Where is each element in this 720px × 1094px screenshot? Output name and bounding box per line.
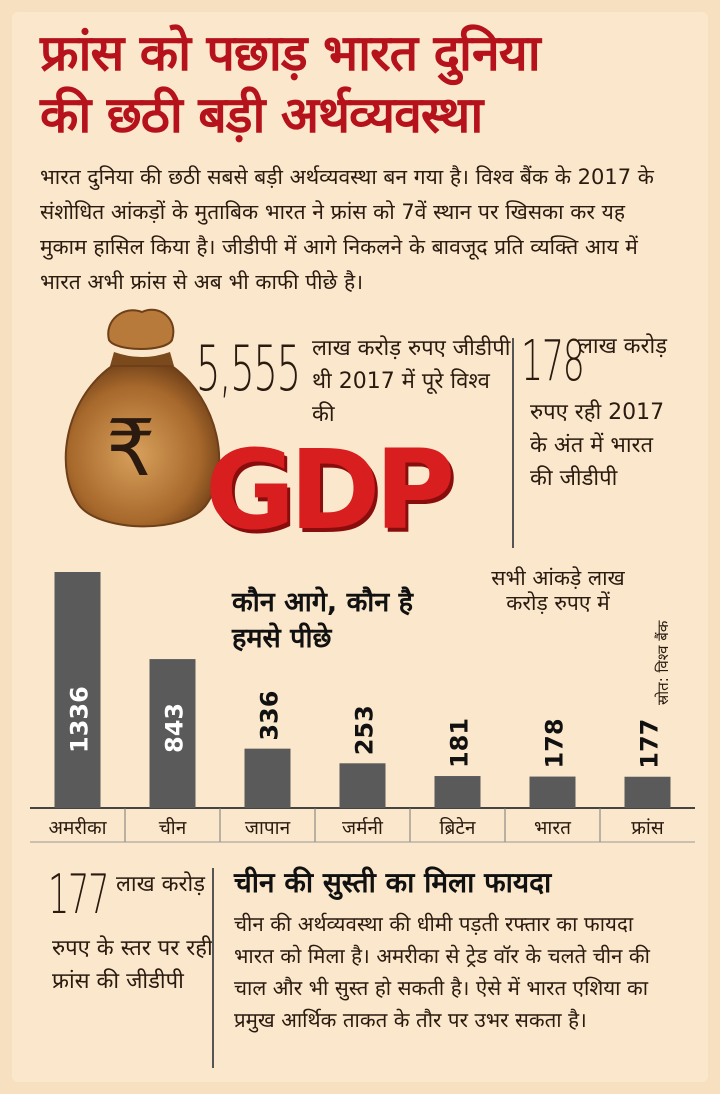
source-text: स्रोत: विश्व बैंक xyxy=(654,620,672,705)
bar-value-label-5: 178 xyxy=(541,718,569,768)
bar-1 xyxy=(149,659,196,808)
bar-value-label-1: 843 xyxy=(161,703,189,753)
bar-value-label-3: 253 xyxy=(351,705,379,755)
category-label-4: ब्रिटेन xyxy=(440,816,476,839)
chart-note: सभी आंकड़े लाख करोड़ रुपए में xyxy=(491,566,625,615)
chart-title: कौन आगे, कौन है हमसे पीछे xyxy=(232,587,414,654)
category-label-5: भारत xyxy=(534,817,572,839)
rupee-symbol: ₹ xyxy=(106,404,156,494)
intro-paragraph: भारत दुनिया की छठी सबसे बड़ी अर्थव्यवस्थ… xyxy=(40,165,654,294)
bar-3 xyxy=(339,763,386,808)
france-gdp-text: रुपए के स्तर पर रही फ्रांस की जीडीपी xyxy=(52,936,213,994)
divider xyxy=(512,338,514,548)
infographic-frame xyxy=(12,12,708,1082)
gdp-bar-chart: 1336 अमरीका 843 चीन 336 जापान 253 जर्मनी 181 ब्रि… xyxy=(30,572,695,843)
france-gdp-value: 177 xyxy=(48,863,109,926)
headline-line-1: फ्रांस को पछाड़ भारत दुनिया xyxy=(40,24,541,82)
headline-line-2: की छठी बड़ी अर्थव्यवस्था xyxy=(40,86,483,144)
bar-2 xyxy=(244,748,291,808)
bar-value-label-2: 336 xyxy=(256,691,284,741)
divider xyxy=(212,868,214,1068)
bar-value-label-4: 181 xyxy=(446,718,474,768)
india-gdp-value: 178 xyxy=(521,329,585,394)
world-gdp-text: लाख करोड़ रुपए जीडीपी थी 2017 में पूरे व… xyxy=(312,336,511,427)
category-label-3: जर्मनी xyxy=(342,816,384,839)
bar-value-label-0: 1336 xyxy=(66,686,94,753)
gdp-word: GDP xyxy=(205,426,455,554)
bar-0 xyxy=(54,572,101,808)
india-gdp-unit: लाख करोड़ xyxy=(578,334,667,359)
bar-4 xyxy=(434,776,481,808)
money-sack-icon: ₹ xyxy=(64,308,221,528)
category-label-1: चीन xyxy=(159,816,187,839)
headline: फ्रांस को पछाड़ भारत दुनिया की छठी बड़ी … xyxy=(40,22,680,146)
category-label-2: जापान xyxy=(245,817,291,839)
category-label-0: अमरीका xyxy=(48,816,107,839)
source-label: स्रोत: विश्व बैंक xyxy=(654,620,672,705)
china-section-title: चीन की सुस्ती का मिला फायदा xyxy=(234,866,552,899)
bar-5 xyxy=(529,776,576,808)
france-gdp-unit: लाख करोड़ xyxy=(116,872,205,897)
bar-6 xyxy=(624,776,671,808)
india-gdp-text: रुपए रही 2017 के अंत में भारत की जीडीपी xyxy=(530,400,665,491)
bar-value-label-6: 177 xyxy=(636,719,664,769)
world-gdp-value: 5,555 xyxy=(196,332,301,405)
category-label-6: फ्रांस xyxy=(631,817,665,839)
china-section-text: चीन की अर्थव्यवस्था की धीमी पड़ती रफ्तार… xyxy=(234,912,650,1032)
